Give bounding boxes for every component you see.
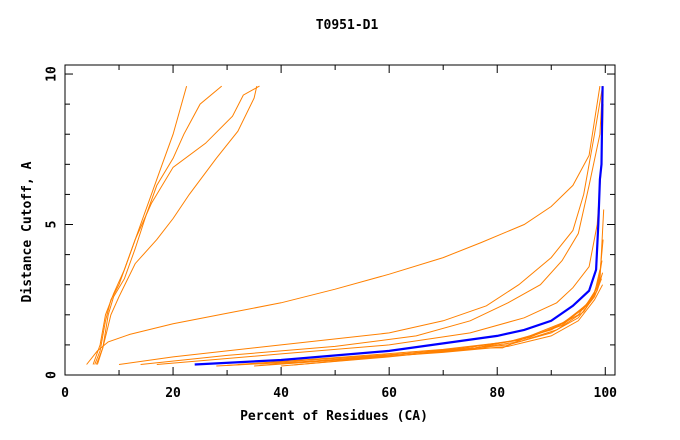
axis-ticks: 0 20 40 60 80 100 0 5 10 [45,65,618,401]
x-tick-label: 80 [489,386,505,401]
highlight-series-line [194,86,604,366]
x-tick-label: 100 [594,386,618,401]
series-line [259,260,603,366]
series-line [92,85,260,365]
series-line [86,86,601,365]
x-tick-label: 20 [165,386,181,401]
series-group [86,85,605,367]
y-tick-label: 5 [45,221,60,229]
series-line [270,239,604,365]
series-line [291,275,601,366]
x-tick-label: 40 [273,386,289,401]
x-tick-label: 0 [61,386,69,401]
y-tick-label: 0 [45,371,60,379]
series-line [95,85,223,365]
x-axis-label: Percent of Residues (CA) [240,409,428,424]
x-tick-label: 60 [381,386,397,401]
y-axis-label: Distance Cutoff, A [20,161,35,302]
series-line [96,85,258,365]
plot-frame [64,64,616,376]
series-line [140,86,604,365]
chart-title: T0951-D1 [316,18,379,33]
series-line [216,284,604,367]
series-line [118,86,604,365]
y-tick-label: 10 [45,66,60,82]
